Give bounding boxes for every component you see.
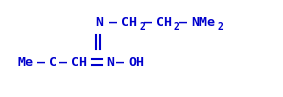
Text: —: — bbox=[144, 16, 152, 29]
Text: N: N bbox=[106, 55, 114, 68]
Text: NMe: NMe bbox=[191, 16, 215, 29]
Text: 2: 2 bbox=[174, 22, 180, 32]
Text: CH: CH bbox=[156, 16, 172, 29]
Text: CH: CH bbox=[121, 16, 137, 29]
Text: —: — bbox=[109, 16, 117, 29]
Text: 2: 2 bbox=[139, 22, 145, 32]
Text: N: N bbox=[95, 16, 103, 29]
Text: OH: OH bbox=[128, 55, 144, 68]
Text: C: C bbox=[49, 55, 57, 68]
Text: —: — bbox=[37, 55, 45, 68]
Text: 2: 2 bbox=[218, 22, 224, 32]
Text: Me: Me bbox=[18, 55, 34, 68]
Text: —: — bbox=[116, 55, 124, 68]
Text: CH: CH bbox=[71, 55, 87, 68]
Text: —: — bbox=[59, 55, 67, 68]
Text: —: — bbox=[179, 16, 187, 29]
